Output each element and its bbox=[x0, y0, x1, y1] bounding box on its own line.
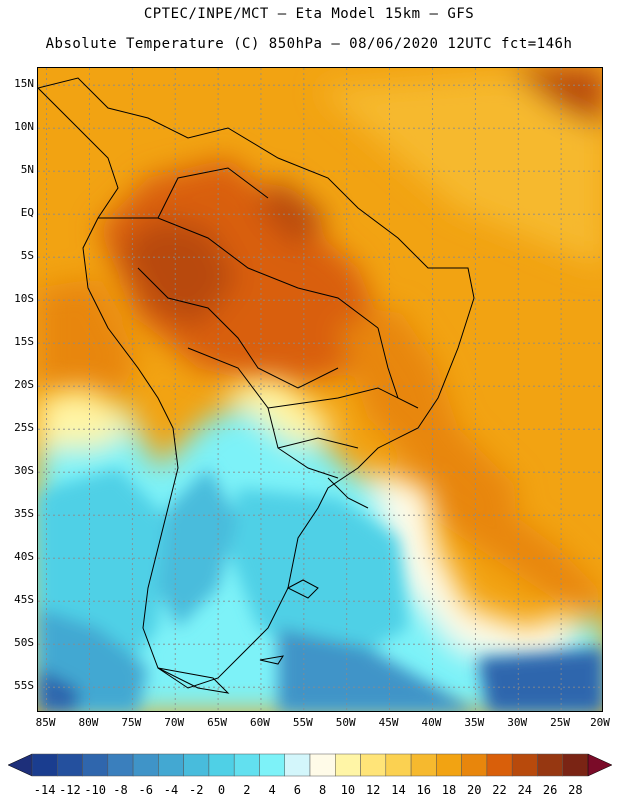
lat-tick-label: EQ bbox=[20, 206, 34, 220]
legend-value-label: -6 bbox=[138, 783, 153, 797]
legend-value-label: -14 bbox=[33, 783, 56, 797]
legend-value-label: 26 bbox=[542, 783, 558, 797]
legend-max-arrow bbox=[587, 753, 613, 777]
color-legend bbox=[7, 753, 613, 777]
lat-tick-label: 55S bbox=[14, 679, 34, 693]
coastline-outline bbox=[38, 77, 475, 694]
legend-swatch bbox=[233, 753, 260, 777]
legend-swatch bbox=[82, 753, 109, 777]
lon-tick-label: 20W bbox=[590, 716, 610, 729]
legend-swatch bbox=[537, 753, 563, 777]
lon-tick-label: 60W bbox=[250, 716, 270, 729]
lat-tick-label: 25S bbox=[14, 421, 34, 435]
legend-swatch bbox=[132, 753, 159, 777]
lat-tick-label: 15S bbox=[14, 335, 34, 349]
legend-swatch bbox=[31, 753, 58, 777]
legend-swatch bbox=[410, 753, 437, 777]
lon-tick-label: 70W bbox=[164, 716, 185, 729]
lon-tick-label: 85W bbox=[35, 716, 56, 729]
lon-tick-label: 65W bbox=[207, 716, 228, 729]
legend-value-label: 28 bbox=[568, 783, 583, 797]
legend-swatch bbox=[562, 753, 589, 777]
legend-value-label: -8 bbox=[113, 783, 128, 797]
legend-swatch bbox=[208, 753, 235, 777]
lat-tick-label: 30S bbox=[14, 464, 34, 478]
legend-swatch bbox=[284, 753, 311, 777]
legend-swatch bbox=[385, 753, 412, 777]
legend-value-label: 14 bbox=[391, 783, 406, 797]
legend-value-label: 6 bbox=[293, 783, 301, 797]
legend-value-label: 20 bbox=[467, 783, 482, 797]
legend-swatch bbox=[360, 753, 387, 777]
legend-value-label: 18 bbox=[441, 783, 457, 797]
lat-tick-label: 40S bbox=[14, 550, 34, 564]
legend-swatch bbox=[309, 753, 336, 777]
temperature-field bbox=[38, 68, 602, 711]
legend-swatch bbox=[461, 753, 488, 777]
legend-value-label: 12 bbox=[365, 783, 381, 797]
legend-swatch bbox=[158, 753, 184, 777]
legend-swatch bbox=[57, 753, 83, 777]
legend-swatch bbox=[335, 753, 361, 777]
legend-swatch bbox=[436, 753, 462, 777]
lat-tick-label: 50S bbox=[14, 636, 34, 650]
lon-tick-label: 40W bbox=[421, 716, 442, 729]
map-panel bbox=[37, 67, 603, 712]
lat-tick-label: 10S bbox=[14, 292, 34, 306]
lon-tick-label: 75W bbox=[121, 716, 142, 729]
lat-tick-label: 35S bbox=[14, 507, 34, 521]
lat-lon-grid bbox=[38, 68, 602, 711]
lon-tick-label: 45W bbox=[378, 716, 399, 729]
legend-value-label: 24 bbox=[517, 783, 533, 797]
lon-tick-label: 50W bbox=[335, 716, 356, 729]
legend-value-label: 8 bbox=[319, 783, 327, 797]
legend-swatch bbox=[511, 753, 538, 777]
legend-value-label: 0 bbox=[217, 783, 226, 797]
lon-tick-label: 80W bbox=[78, 716, 99, 729]
lat-tick-label: 15N bbox=[14, 77, 34, 91]
lat-tick-label: 10N bbox=[14, 120, 34, 134]
lon-tick-label: 25W bbox=[550, 716, 571, 729]
legend-value-label: -12 bbox=[59, 783, 81, 797]
lat-tick-label: 5S bbox=[20, 249, 34, 263]
legend-swatch bbox=[183, 753, 210, 777]
legend-value-label: -10 bbox=[84, 783, 107, 797]
legend-value-label: -2 bbox=[189, 783, 204, 797]
lon-tick-label: 30W bbox=[507, 716, 528, 729]
legend-swatch bbox=[107, 753, 134, 777]
legend-value-label: 4 bbox=[268, 783, 276, 797]
legend-value-label: -4 bbox=[163, 783, 179, 797]
lon-tick-label: 35W bbox=[464, 716, 485, 729]
legend-min-arrow bbox=[7, 753, 33, 777]
lat-tick-label: 5N bbox=[20, 163, 34, 177]
legend-value-label: 10 bbox=[340, 783, 356, 797]
legend-swatch bbox=[259, 753, 285, 777]
map-title: CPTEC/INPE/MCT – Eta Model 15km – GFS bbox=[143, 6, 475, 22]
lat-tick-label: 45S bbox=[14, 593, 34, 607]
map-subtitle: Absolute Temperature (C) 850hPa – 08/06/… bbox=[45, 36, 573, 52]
legend-value-label: 22 bbox=[492, 783, 507, 797]
legend-value-label: 2 bbox=[243, 783, 251, 797]
lat-tick-label: 20S bbox=[14, 378, 34, 392]
legend-value-label: 16 bbox=[416, 783, 431, 797]
lon-tick-label: 55W bbox=[292, 716, 313, 729]
legend-swatch bbox=[486, 753, 513, 777]
